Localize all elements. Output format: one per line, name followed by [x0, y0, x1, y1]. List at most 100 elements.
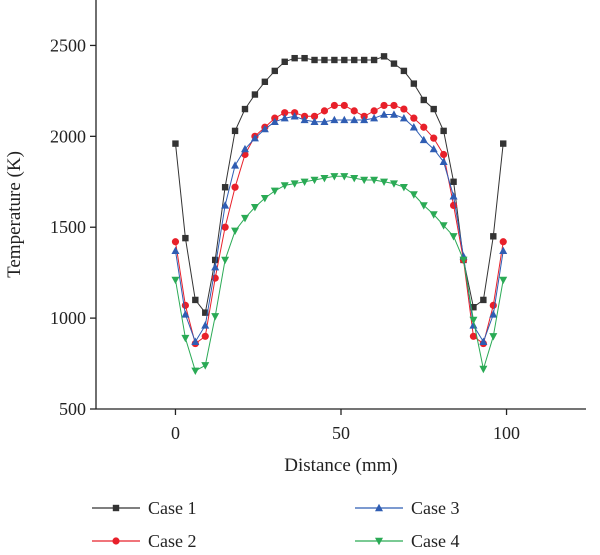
data-point [291, 54, 298, 62]
data-point [399, 184, 408, 192]
data-point [211, 256, 219, 264]
data-point [350, 107, 358, 115]
data-point [171, 246, 180, 255]
data-point [321, 56, 328, 64]
plot-axes: 500 1000 1500 2000 2500 0 50 100 [50, 0, 586, 443]
data-point [310, 112, 319, 120]
data-point [201, 362, 210, 370]
legend-marker [375, 503, 383, 512]
data-point [410, 80, 418, 87]
data-point [181, 334, 190, 343]
data-point [191, 337, 200, 345]
x-tick-label: 0 [171, 423, 180, 443]
legend: Case 1 Case 2 Case 3 Case 4 [92, 498, 460, 551]
data-point [231, 183, 239, 191]
data-point [370, 107, 378, 115]
data-point [320, 174, 329, 183]
y-tick-label: 2000 [50, 126, 86, 146]
data-point [330, 101, 338, 110]
data-point [201, 332, 209, 340]
data-point [300, 178, 309, 186]
data-point [351, 56, 358, 64]
data-point [171, 238, 180, 246]
data-point [360, 176, 369, 185]
legend-label: Case 4 [411, 531, 460, 551]
data-point [241, 105, 249, 113]
data-point [409, 191, 418, 199]
data-point [251, 91, 259, 98]
data-point [479, 365, 488, 374]
x-tick-label: 100 [493, 423, 520, 443]
legend-marker [112, 504, 120, 512]
data-point [231, 127, 239, 135]
data-point [380, 101, 388, 110]
data-point [201, 321, 210, 329]
data-point [310, 176, 319, 185]
data-point [400, 105, 408, 113]
data-point [280, 182, 289, 190]
data-point [399, 113, 408, 122]
data-point [240, 144, 249, 153]
data-point [330, 115, 339, 124]
data-point [389, 180, 398, 188]
data-point [469, 332, 478, 340]
data-point [440, 127, 447, 135]
data-point [280, 113, 289, 122]
data-point [240, 214, 249, 223]
data-point [221, 223, 229, 231]
legend-item: Case 3 [355, 498, 460, 518]
legend-item: Case 1 [92, 498, 197, 518]
series-4 [171, 173, 508, 376]
data-point [320, 107, 329, 115]
data-point [290, 112, 299, 120]
data-point [430, 134, 438, 142]
series-1 [172, 53, 507, 316]
data-point [419, 135, 428, 144]
series-line [175, 114, 504, 343]
data-point [191, 367, 200, 376]
data-point [172, 140, 179, 147]
data-point [270, 117, 279, 125]
data-point [429, 144, 438, 153]
data-point [202, 309, 209, 316]
data-point [499, 238, 507, 246]
series-line [175, 55, 504, 314]
y-tick-label: 1500 [50, 217, 86, 237]
data-point [171, 276, 180, 285]
y-tick-label: 500 [59, 399, 86, 419]
data-point [330, 173, 339, 181]
data-point [261, 78, 269, 85]
data-point [439, 222, 448, 230]
data-point [192, 296, 199, 304]
data-point [260, 124, 269, 133]
data-point [440, 150, 448, 159]
y-tick-label: 2500 [50, 35, 86, 55]
data-point [281, 109, 289, 117]
data-point [231, 227, 240, 236]
x-tick-label: 50 [332, 423, 350, 443]
data-point [290, 180, 299, 188]
data-point [340, 101, 348, 110]
data-point [409, 123, 418, 131]
data-point [469, 321, 478, 329]
y-axis-title: Temperature (K) [4, 151, 25, 278]
data-point [211, 263, 220, 271]
data-point [320, 117, 329, 125]
data-point [389, 110, 398, 118]
legend-item: Case 2 [92, 531, 197, 551]
data-point [490, 233, 497, 240]
data-point [380, 110, 389, 118]
data-point [301, 54, 308, 62]
legend-label: Case 1 [148, 498, 197, 518]
data-point [419, 202, 428, 210]
data-point [250, 204, 259, 212]
legend-marker [375, 537, 383, 546]
data-point [182, 234, 189, 242]
data-point [350, 174, 359, 183]
data-point [221, 201, 230, 209]
data-point [489, 333, 498, 341]
legend-marker [112, 537, 120, 545]
y-tick-label: 1000 [50, 308, 86, 328]
data-point [340, 173, 349, 181]
